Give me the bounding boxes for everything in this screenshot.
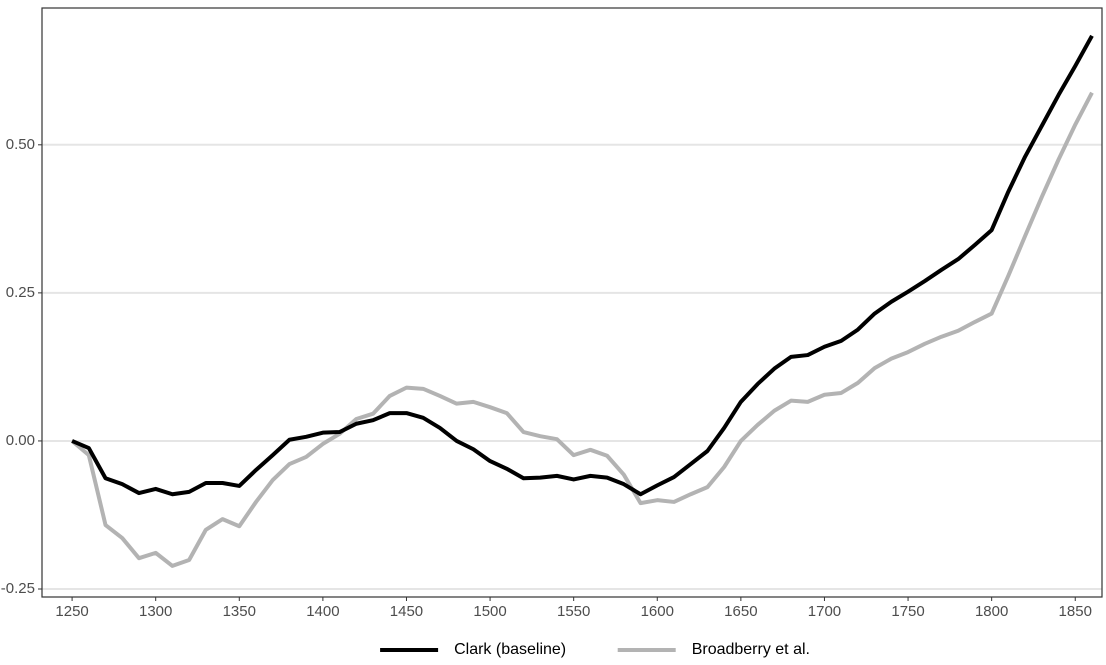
x-tick-label: 1800 [975,603,1008,620]
x-tick-label: 1450 [390,603,423,620]
x-tick-label: 1600 [641,603,674,620]
y-tick-label: 0.50 [6,136,35,153]
legend-label: Broadberry et al. [692,641,810,658]
x-tick-label: 1700 [808,603,841,620]
x-tick-label: 1500 [473,603,506,620]
y-tick-label: -0.25 [1,580,35,597]
x-tick-label: 1400 [306,603,339,620]
x-tick-label: 1650 [724,603,757,620]
x-tick-label: 1250 [55,603,88,620]
x-tick-label: 1750 [891,603,924,620]
legend: Clark (baseline) Broadberry et al. [380,641,810,658]
x-tick-label: 1300 [139,603,172,620]
x-tick-label: 1350 [223,603,256,620]
data-line [70,91,1094,568]
x-tick-label: 1850 [1059,603,1092,620]
x-tick-label: 1550 [557,603,590,620]
plot-border [41,7,1103,598]
data-line [71,34,1094,497]
y-tick-label: 0.00 [6,432,35,449]
legend-label: Clark (baseline) [454,641,566,658]
y-tick-label: 0.25 [6,284,35,301]
